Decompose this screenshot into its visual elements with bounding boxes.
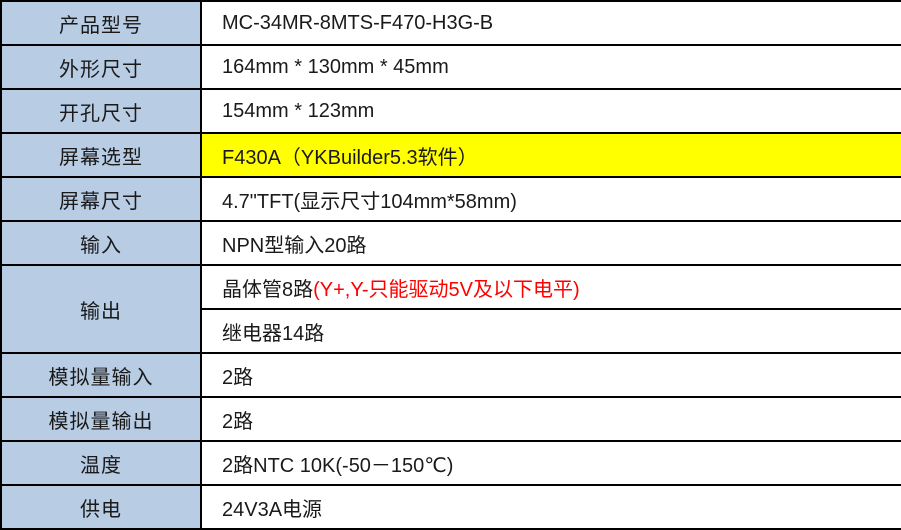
value-power-supply: 24V3A电源 — [200, 484, 901, 530]
value-screen-model-highlighted: F430A（YKBuilder5.3软件） — [200, 132, 901, 178]
value-outer-dimensions: 164mm * 130mm * 45mm — [200, 44, 901, 90]
table-row-product-model: 产品型号 MC-34MR-8MTS-F470-H3G-B — [0, 0, 901, 46]
value-analog-input: 2路 — [200, 352, 901, 398]
label-screen-model: 屏幕选型 — [0, 132, 202, 178]
table-row-power-supply: 供电 24V3A电源 — [0, 484, 901, 530]
label-analog-output: 模拟量输出 — [0, 396, 202, 442]
label-outer-dimensions: 外形尺寸 — [0, 44, 202, 90]
label-input: 输入 — [0, 220, 202, 266]
label-product-model: 产品型号 — [0, 0, 202, 46]
table-row-analog-input: 模拟量输入 2路 — [0, 352, 901, 398]
output-transistor-warning-text: (Y+,Y-只能驱动5V及以下电平) — [313, 278, 580, 301]
label-cutout-dimensions: 开孔尺寸 — [0, 88, 202, 134]
value-output-transistor: 晶体管8路(Y+,Y-只能驱动5V及以下电平) — [200, 264, 901, 310]
table-row-output-transistor: 输出 晶体管8路(Y+,Y-只能驱动5V及以下电平) — [0, 264, 901, 354]
value-temperature: 2路NTC 10K(-50－150℃) — [200, 440, 901, 486]
table-row-temperature: 温度 2路NTC 10K(-50－150℃) — [0, 440, 901, 486]
table-row-screen-size: 屏幕尺寸 4.7"TFT(显示尺寸104mm*58mm) — [0, 176, 901, 222]
table-row-analog-output: 模拟量输出 2路 — [0, 396, 901, 442]
output-transistor-text: 晶体管8路 — [222, 278, 314, 301]
label-power-supply: 供电 — [0, 484, 202, 530]
value-output-relay: 继电器14路 — [200, 308, 901, 354]
label-analog-input: 模拟量输入 — [0, 352, 202, 398]
table-row-cutout-dimensions: 开孔尺寸 154mm * 123mm — [0, 88, 901, 134]
value-input: NPN型输入20路 — [200, 220, 901, 266]
value-screen-size: 4.7"TFT(显示尺寸104mm*58mm) — [200, 176, 901, 222]
label-temperature: 温度 — [0, 440, 202, 486]
table-row-output-relay: 继电器14路 — [1, 308, 901, 354]
table-row-screen-model: 屏幕选型 F430A（YKBuilder5.3软件） — [0, 132, 901, 178]
label-output-merged: 输出 — [0, 264, 202, 354]
value-analog-output: 2路 — [200, 396, 901, 442]
value-product-model: MC-34MR-8MTS-F470-H3G-B — [200, 0, 901, 46]
label-screen-size: 屏幕尺寸 — [0, 176, 202, 222]
table-row-input: 输入 NPN型输入20路 — [0, 220, 901, 266]
value-cutout-dimensions: 154mm * 123mm — [200, 88, 901, 134]
table-row-outer-dimensions: 外形尺寸 164mm * 130mm * 45mm — [0, 44, 901, 90]
